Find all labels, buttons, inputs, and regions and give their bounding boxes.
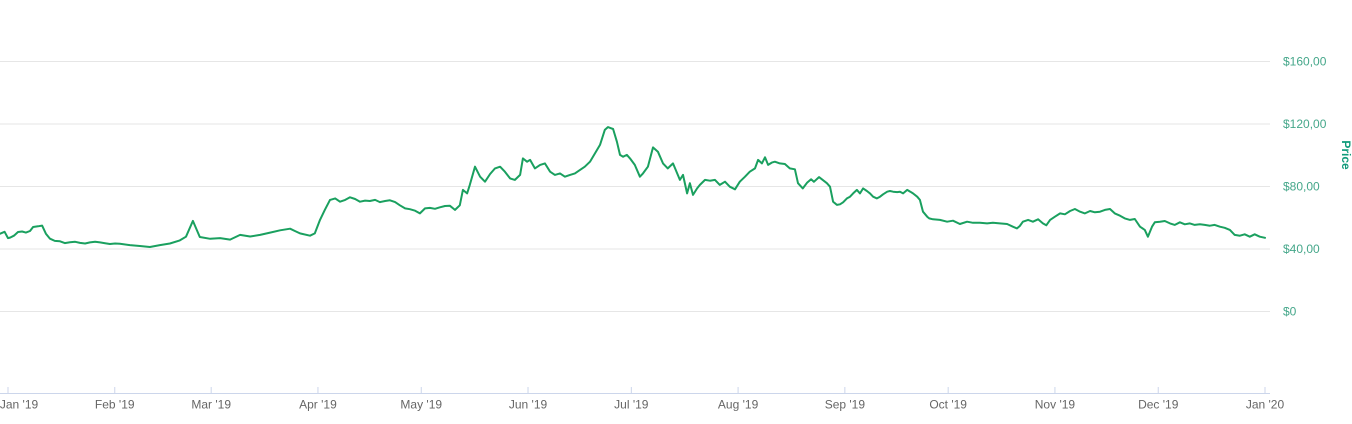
x-axis-label: Jun '19 [509,398,548,412]
price-line-series[interactable] [0,126,1266,248]
x-axis-label: Apr '19 [299,398,337,412]
x-axis-label: May '19 [400,398,442,412]
x-axis-label: Aug '19 [718,398,759,412]
y-axis-title: Price [1339,140,1352,170]
x-axis-label: Mar '19 [191,398,231,412]
y-axis-label: $40,00 [1283,242,1320,256]
x-axis-label: Jan '19 [0,398,38,412]
y-axis-label: $0 [1283,305,1297,319]
y-axis-labels: $0 $40,00 $80,00 $120,00 $160,00 [1283,55,1327,319]
x-axis-label: Nov '19 [1035,398,1076,412]
x-axis-label: Jan '20 [1246,398,1285,412]
x-axis-labels: Jan '19 Feb '19 Mar '19 Apr '19 May '19 Jun '… [0,398,1284,412]
y-axis-label: $160,00 [1283,55,1327,69]
x-axis-label: Jul '19 [614,398,649,412]
x-axis-label: Dec '19 [1138,398,1179,412]
x-axis-label: Oct '19 [929,398,967,412]
x-axis-ticks [7,387,1266,394]
x-axis-label: Sep '19 [825,398,866,412]
y-axis-label: $80,00 [1283,180,1320,194]
y-axis-label: $120,00 [1283,117,1327,131]
x-axis-label: Feb '19 [95,398,135,412]
gridlines [0,61,1270,312]
